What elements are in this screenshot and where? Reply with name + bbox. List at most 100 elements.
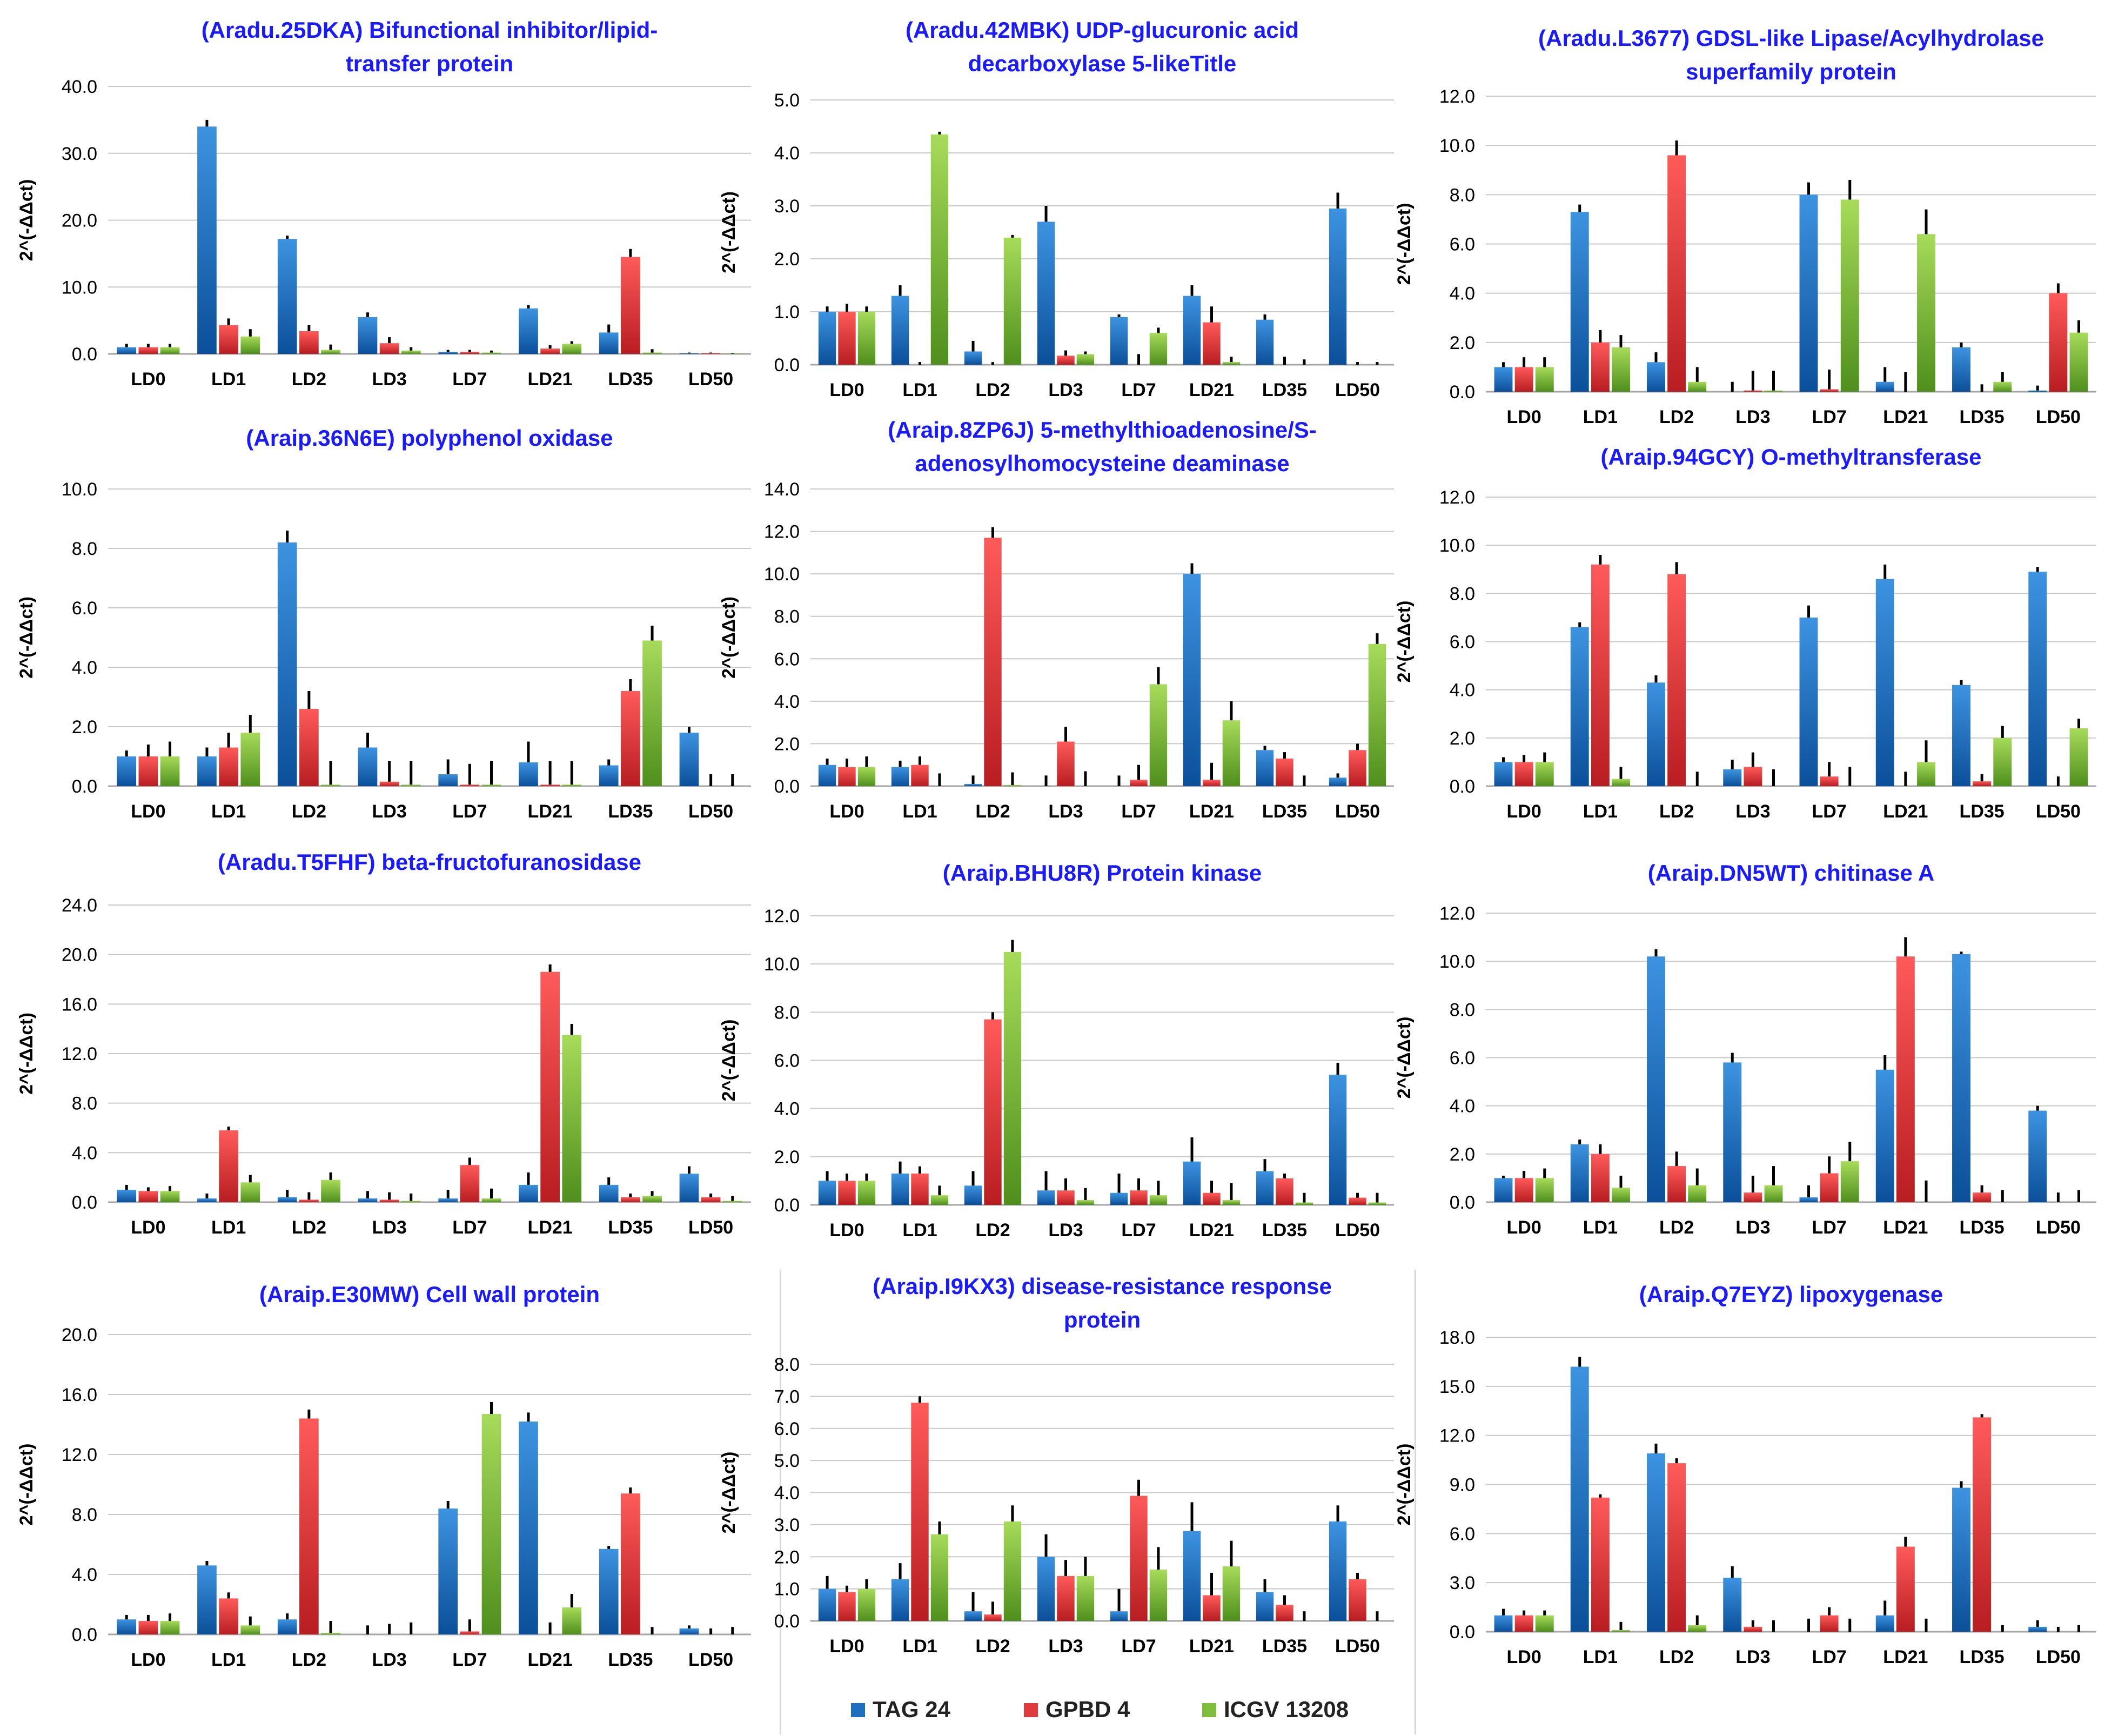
x-tick-label: LD1 [211,369,246,390]
bar-tag-24-ld3 [1037,1190,1055,1205]
x-tick-label: LD1 [211,1650,246,1670]
bar-tag-24-ld21 [1875,1615,1894,1632]
y-tick-label: 0.0 [1450,1622,1475,1643]
y-tick-label: 6.0 [1450,632,1475,653]
bar-icgv-13208-ld1 [1612,347,1630,392]
y-tick-label: 8.0 [774,1355,800,1375]
bar-tag-24-ld3 [1723,1062,1742,1202]
bar-gpbd-4-ld0 [838,1592,856,1621]
bar-tag-24-ld3 [1723,1578,1742,1632]
legend-swatch [1202,1703,1216,1717]
bar-tag-24-ld21 [519,308,538,354]
bar-icgv-13208-ld0 [1535,762,1554,786]
bar-tag-24-ld1 [197,1565,217,1634]
chart-panel-9: (Araip.DN5WT) chitinase A 0.0 2.0 4.0 6.0 8.0… [1394,860,2096,1238]
y-tick-label: 15.0 [1439,1377,1475,1397]
bar-tag-24-ld7 [1110,1611,1128,1621]
bar-icgv-13208-ld7 [1149,333,1168,365]
chart-panel-7: (Aradu.T5FHF) beta-fructofuranosidase 0.0… [16,849,751,1238]
chart-panel-4: (Araip.36N6E) polyphenol oxidase 0.0 2.0 4.… [16,425,751,822]
y-axis-label: 2^(-ΔΔct) [1394,203,1415,285]
bar-icgv-13208-ld1 [240,733,260,786]
x-tick-label: LD35 [608,369,653,390]
x-tick-label: LD35 [1262,1220,1307,1241]
bar-icgv-13208-ld1 [240,336,260,354]
bar-icgv-13208-ld7 [1840,1161,1859,1202]
chart-title: (Araip.DN5WT) chitinase A [1648,860,1935,886]
x-tick-label: LD7 [452,1217,487,1238]
chart-title: (Aradu.42MBK) UDP-glucuronic acid [906,17,1299,43]
x-tick-label: LD3 [1735,1647,1770,1667]
bar-gpbd-4-ld2 [984,1614,1002,1621]
y-tick-label: 0.0 [72,1192,97,1213]
bar-gpbd-4-ld1 [219,1130,238,1202]
bar-icgv-13208-ld0 [160,1191,180,1202]
bar-icgv-13208-ld50 [2069,728,2088,786]
y-tick-label: 3.0 [1450,1573,1475,1593]
bar-gpbd-4-ld0 [1514,1615,1533,1632]
x-tick-label: LD3 [1048,801,1083,822]
bar-gpbd-4-ld1 [1591,342,1610,392]
bar-tag-24-ld35 [1256,319,1274,365]
bar-tag-24-ld3 [358,747,378,786]
y-tick-label: 3.0 [774,1515,800,1536]
x-tick-label: LD35 [608,801,653,822]
x-tick-label: LD50 [688,1217,733,1238]
bar-icgv-13208-ld21 [562,1607,582,1634]
bar-gpbd-4-ld50 [1349,1197,1366,1205]
bar-tag-24-ld7 [438,352,458,354]
bar-icgv-13208-ld50 [722,353,742,354]
bar-tag-24-ld50 [2028,1626,2047,1632]
legend-item-3: ICGV 13208 [1202,1697,1349,1722]
y-tick-label: 6.0 [774,1419,800,1439]
chart-title: (Aradu.T5FHF) beta-fructofuranosidase [218,849,641,875]
y-axis-label: 2^(-ΔΔct) [719,1020,739,1102]
y-tick-label: 0.0 [774,1611,800,1632]
bar-gpbd-4-ld7 [460,1631,480,1634]
y-tick-label: 10.0 [1439,136,1475,156]
bar-tag-24-ld3 [1723,769,1742,786]
bar-icgv-13208-ld1 [930,134,949,365]
bar-icgv-13208-ld0 [857,1181,876,1205]
bar-gpbd-4-ld7 [1130,1190,1148,1205]
bar-tag-24-ld3 [358,317,378,354]
bar-tag-24-ld2 [1647,1453,1665,1632]
y-tick-label: 0.0 [72,344,97,365]
y-tick-label: 16.0 [62,994,97,1015]
bar-tag-24-ld50 [1329,208,1347,365]
x-tick-label: LD2 [1659,801,1694,822]
bar-icgv-13208-ld2 [321,1179,340,1202]
y-tick-label: 4.0 [774,1099,800,1120]
bar-gpbd-4-ld2 [299,1418,319,1634]
bar-gpbd-4-ld0 [138,756,158,786]
bar-gpbd-4-ld7 [1130,1496,1148,1621]
x-tick-label: LD2 [975,801,1010,822]
bar-gpbd-4-ld0 [1514,762,1533,786]
bar-tag-24-ld50 [679,353,699,354]
y-axis-label: 2^(-ΔΔct) [16,1013,37,1095]
bar-tag-24-ld1 [1570,1366,1589,1632]
y-tick-label: 0.0 [1450,1192,1475,1213]
bar-gpbd-4-ld2 [299,1199,319,1202]
bar-icgv-13208-ld21 [562,344,582,354]
x-tick-label: LD1 [1583,801,1618,822]
x-tick-label: LD2 [292,801,326,822]
bar-icgv-13208-ld50 [722,1201,742,1202]
bar-icgv-13208-ld50 [1368,1202,1386,1205]
chart-title: protein [1064,1307,1141,1332]
x-tick-label: LD50 [2036,407,2081,427]
bar-tag-24-ld3 [358,1198,378,1202]
x-tick-label: LD3 [1048,1636,1083,1657]
bar-tag-24-ld7 [438,774,458,786]
x-tick-label: LD1 [1583,1647,1618,1667]
bar-gpbd-4-ld0 [838,1181,856,1205]
bar-gpbd-4-ld21 [540,348,560,354]
x-tick-label: LD50 [688,369,733,390]
bar-tag-24-ld35 [1952,347,1970,392]
bar-tag-24-ld35 [599,1549,619,1634]
bar-icgv-13208-ld2 [1003,785,1022,786]
x-tick-label: LD0 [829,380,864,400]
bar-icgv-13208-ld2 [1003,951,1022,1205]
bar-gpbd-4-ld1 [911,1174,929,1205]
y-tick-label: 0.0 [72,776,97,797]
